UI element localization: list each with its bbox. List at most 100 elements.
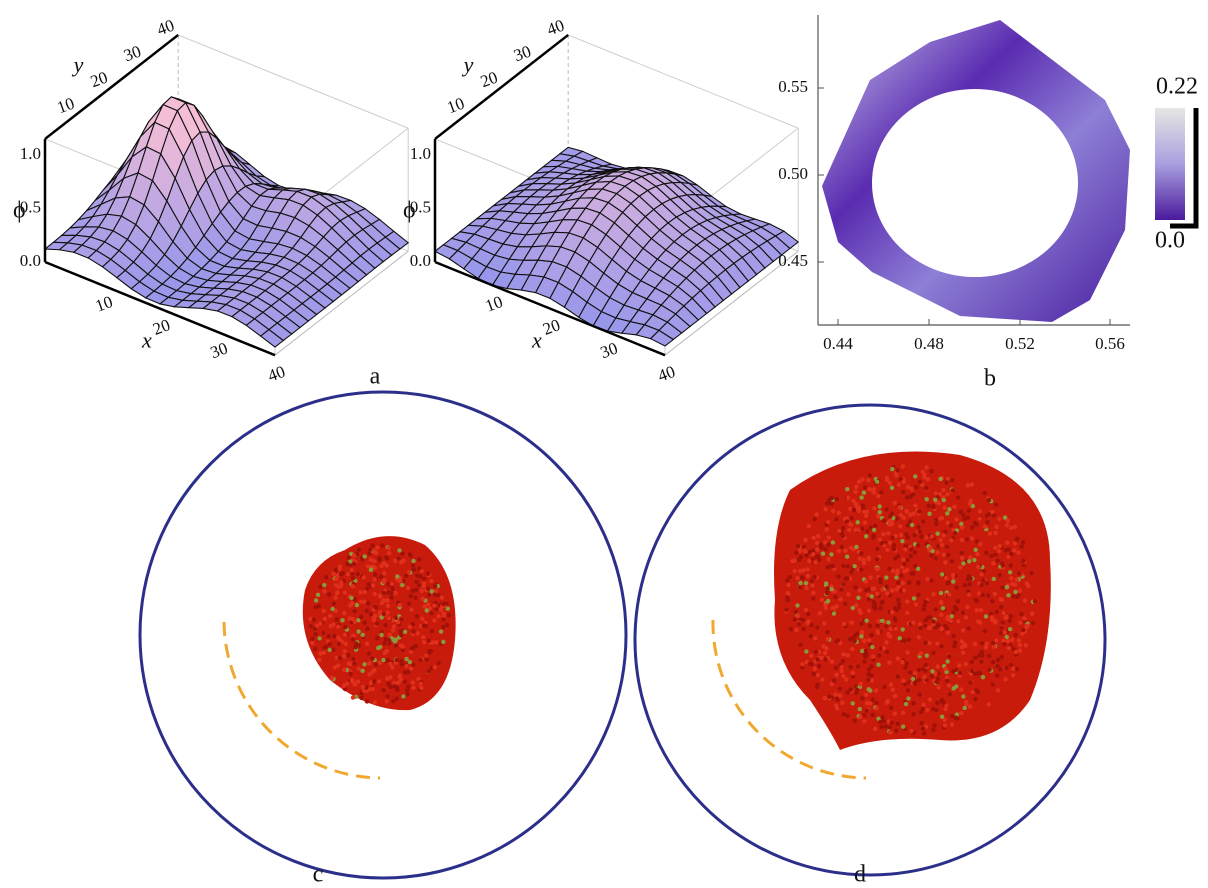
particle [807,558,812,564]
particle [849,545,854,550]
particle [880,587,885,592]
particle [408,593,413,599]
particle [1007,627,1013,632]
particle [991,576,996,582]
particle [322,645,327,650]
particle [870,586,875,592]
particle [880,715,885,720]
particle [877,537,883,542]
particle [334,655,339,660]
particle [825,519,831,525]
particle [890,588,895,593]
particle [1005,518,1010,523]
particle [945,659,950,664]
particle [957,663,962,668]
particle [841,582,846,587]
particle [973,642,978,647]
particle [890,535,895,540]
particle [905,567,910,573]
particle [361,575,366,580]
particle [991,561,996,566]
particle [845,653,850,658]
particle [346,653,351,658]
particle [843,601,848,606]
particle [853,585,858,590]
particle [917,529,922,534]
particle [897,636,902,641]
particle [1012,548,1017,553]
particle [916,592,921,597]
particle [432,603,437,608]
particle [925,707,930,713]
particle [906,696,911,701]
particle [943,560,948,565]
particle [998,630,1004,636]
particle [352,608,357,614]
particle [918,651,923,657]
particle [424,657,429,662]
particle [925,577,930,582]
particle [955,716,960,721]
particle [931,503,936,509]
particle [917,479,923,484]
particle [354,641,359,646]
particle [350,637,356,642]
particle [881,532,886,537]
particle [896,597,901,603]
particle [983,614,989,619]
particle [850,605,855,611]
particle [876,493,881,499]
x-axis-label: x [141,328,152,353]
particle [894,516,899,521]
particle [901,588,907,593]
particle [859,495,864,500]
particle [884,700,890,705]
particle [886,620,891,625]
particle [1004,665,1009,671]
particle [1017,571,1022,576]
particle [432,618,437,623]
particle [833,665,839,670]
particle [848,687,853,692]
particle [991,640,996,646]
particle [895,721,900,726]
particle [825,565,830,570]
particle [360,668,365,673]
particle [426,669,431,674]
particle [446,613,452,618]
particle [800,662,805,667]
particle [931,591,936,597]
particle [386,551,392,556]
particle [989,553,994,559]
particle [359,695,364,701]
particle [960,628,966,633]
particle [905,599,910,604]
particle [867,667,872,672]
particle [939,627,944,632]
box-edge [44,33,179,140]
particle [993,530,998,536]
particle [992,644,997,649]
particle [978,608,984,613]
particle [944,480,949,485]
particle [965,537,970,542]
particle [888,730,893,735]
particle [804,585,809,591]
particle [826,542,831,547]
particle [365,626,370,632]
panel-label: c [313,862,324,888]
particle [905,523,910,528]
particle [1019,611,1024,617]
particle [1006,554,1011,560]
particle [917,509,922,514]
particle [919,534,924,539]
particle [336,641,342,647]
particle [867,623,873,628]
particle [967,582,972,587]
particle [945,630,950,635]
particle [336,663,341,668]
particle [949,713,955,719]
particle [959,710,964,716]
particle [825,629,830,635]
particle [980,653,985,658]
